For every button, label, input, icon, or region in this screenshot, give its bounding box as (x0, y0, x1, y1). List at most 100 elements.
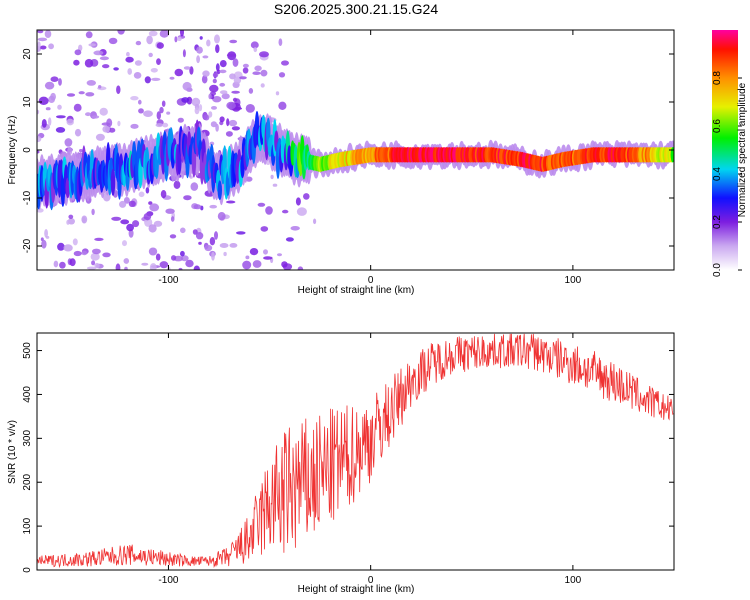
spectrogram-noise-cell (212, 72, 219, 78)
spectrogram-noise-cell (242, 63, 249, 68)
spectrogram-noise-cell (72, 238, 78, 246)
spectrogram-noise-cell (143, 213, 152, 221)
spectrogram-noise-cell (226, 101, 236, 110)
spectrogram-noise-cell (177, 36, 182, 41)
spectrogram-noise-cell (37, 109, 40, 115)
spectrogram-noise-cell (215, 123, 219, 132)
spectrogram-noise-cell (101, 122, 111, 126)
spectrogram-noise-cell (282, 209, 289, 214)
spectrogram-noise-cell (78, 44, 83, 52)
spectrogram-noise-cell (278, 101, 287, 111)
spectrogram-noise-cell (120, 219, 130, 225)
spectrogram-noise-cell (68, 214, 74, 219)
spectrogram-noise-cell (257, 202, 266, 207)
spectrogram-ridge-cell (670, 147, 674, 163)
spectrogram-noise-cell (265, 206, 273, 215)
colorbar-label: Normalized spectral amplitude (737, 82, 748, 217)
spectrogram-noise-cell (138, 191, 145, 198)
spectrogram-noise-cell (220, 90, 228, 95)
spectrogram-noise-cell (90, 252, 100, 261)
spectrogram-noise-cell (165, 208, 175, 214)
spectrogram-noise-cell (232, 58, 239, 67)
spectrogram-noise-cell (295, 197, 301, 206)
spectrogram-noise-cell (69, 258, 76, 267)
spectrogram-noise-cell (211, 106, 217, 110)
spectrogram-noise-cell (48, 43, 54, 50)
colorbar-gradient (712, 30, 738, 270)
spectrogram-noise-cell (156, 42, 164, 49)
spectrogram-noise-cell (208, 111, 213, 118)
spectrogram-noise-cell (297, 266, 304, 270)
spectrogram-noise-cell (48, 95, 55, 103)
spectrogram-noise-cell (127, 68, 132, 75)
spectrogram-noise-cell (148, 201, 153, 205)
colorbar-tick-label: 0.2 (712, 215, 723, 229)
spectrogram-noise-cell (126, 51, 130, 57)
spectrogram-noise-cell (210, 121, 217, 128)
spectrogram-noise-cell (270, 174, 274, 180)
spectrogram-noise-cell (37, 37, 48, 42)
spectrogram-y-tick-label: 10 (22, 96, 33, 108)
spectrogram-noise-cell (122, 240, 127, 247)
spectrogram-noise-cell (84, 58, 94, 68)
spectrogram-noise-cell (160, 190, 167, 199)
spectrogram-noise-cell (285, 237, 294, 242)
spectrogram-noise-cell (223, 251, 227, 257)
figure-title: S206.2025.300.21.15.G24 (274, 1, 438, 17)
snr-x-axis-label: Height of straight line (km) (298, 584, 415, 595)
spectrogram-noise-cell (313, 218, 317, 225)
spectrogram-noise-cell (79, 149, 83, 153)
spectrogram-noise-cell (102, 252, 111, 258)
spectrogram-noise-cell (209, 204, 217, 209)
spectrogram-y-tick-label: 0 (22, 147, 33, 153)
spectrogram-noise-cell (111, 216, 122, 221)
spectrogram-noise-cell (73, 59, 80, 66)
spectrogram-noise-cell (250, 41, 259, 49)
snr-x-tick-label: 0 (368, 575, 374, 586)
spectrogram-noise-cell (236, 231, 246, 235)
spectrogram-noise-cell (303, 193, 310, 200)
spectrogram-noise-cell (253, 47, 258, 53)
spectrogram-noise-cell (138, 99, 142, 105)
spectrogram-noise-cell (226, 53, 236, 57)
spectrogram-noise-cell (93, 50, 104, 56)
snr-x-tick-label: 100 (565, 575, 582, 586)
spectrogram-noise-cell (209, 141, 215, 146)
spectrogram-noise-cell (38, 96, 49, 106)
spectrogram-noise-cell (254, 65, 262, 72)
spectrogram-noise-cell (148, 247, 158, 256)
spectrogram-noise-cell (86, 266, 97, 270)
spectrogram-x-tick-label: -100 (158, 275, 178, 286)
spectrogram-noise-cell (144, 76, 151, 84)
spectrogram-noise-cell (180, 227, 186, 234)
spectrogram-noise-cell (149, 203, 160, 212)
spectrogram-noise-cell (232, 97, 238, 102)
spectrogram-noise-cell (226, 118, 230, 127)
spectrogram-noise-cell (180, 30, 184, 37)
spectrogram-noise-cell (37, 41, 41, 50)
spectrogram-x-axis-label: Height of straight line (km) (298, 285, 415, 296)
spectrogram-noise-cell (229, 243, 238, 248)
spectrogram-noise-cell (91, 208, 95, 216)
spectrogram-noise-cell (44, 229, 48, 238)
spectrogram-noise-cell (201, 75, 208, 84)
spectrogram-noise-cell (260, 69, 268, 77)
spectrogram-noise-cell (198, 241, 202, 245)
spectrogram-y-tick-label: -10 (22, 190, 33, 205)
spectrogram-noise-cell (59, 261, 66, 269)
spectrogram-noise-cell (193, 265, 200, 270)
colorbar-tick-label: 0.4 (712, 167, 723, 181)
snr-x-tick-label: -100 (158, 575, 178, 586)
spectrogram-noise-cell (135, 40, 142, 46)
spectrogram-noise-cell (44, 30, 52, 38)
spectrogram-noise-cell (156, 111, 161, 120)
spectrogram-noise-cell (148, 52, 153, 58)
spectrogram-noise-cell (78, 91, 85, 95)
snr-y-axis-label: SNR (10 * v/v) (7, 420, 18, 484)
spectrogram-noise-cell (123, 258, 130, 264)
spectrogram-noise-cell (245, 104, 255, 113)
spectrogram-noise-cell (215, 44, 220, 54)
spectrogram-noise-cell (214, 34, 220, 44)
spectrogram-noise-cell (219, 116, 225, 123)
